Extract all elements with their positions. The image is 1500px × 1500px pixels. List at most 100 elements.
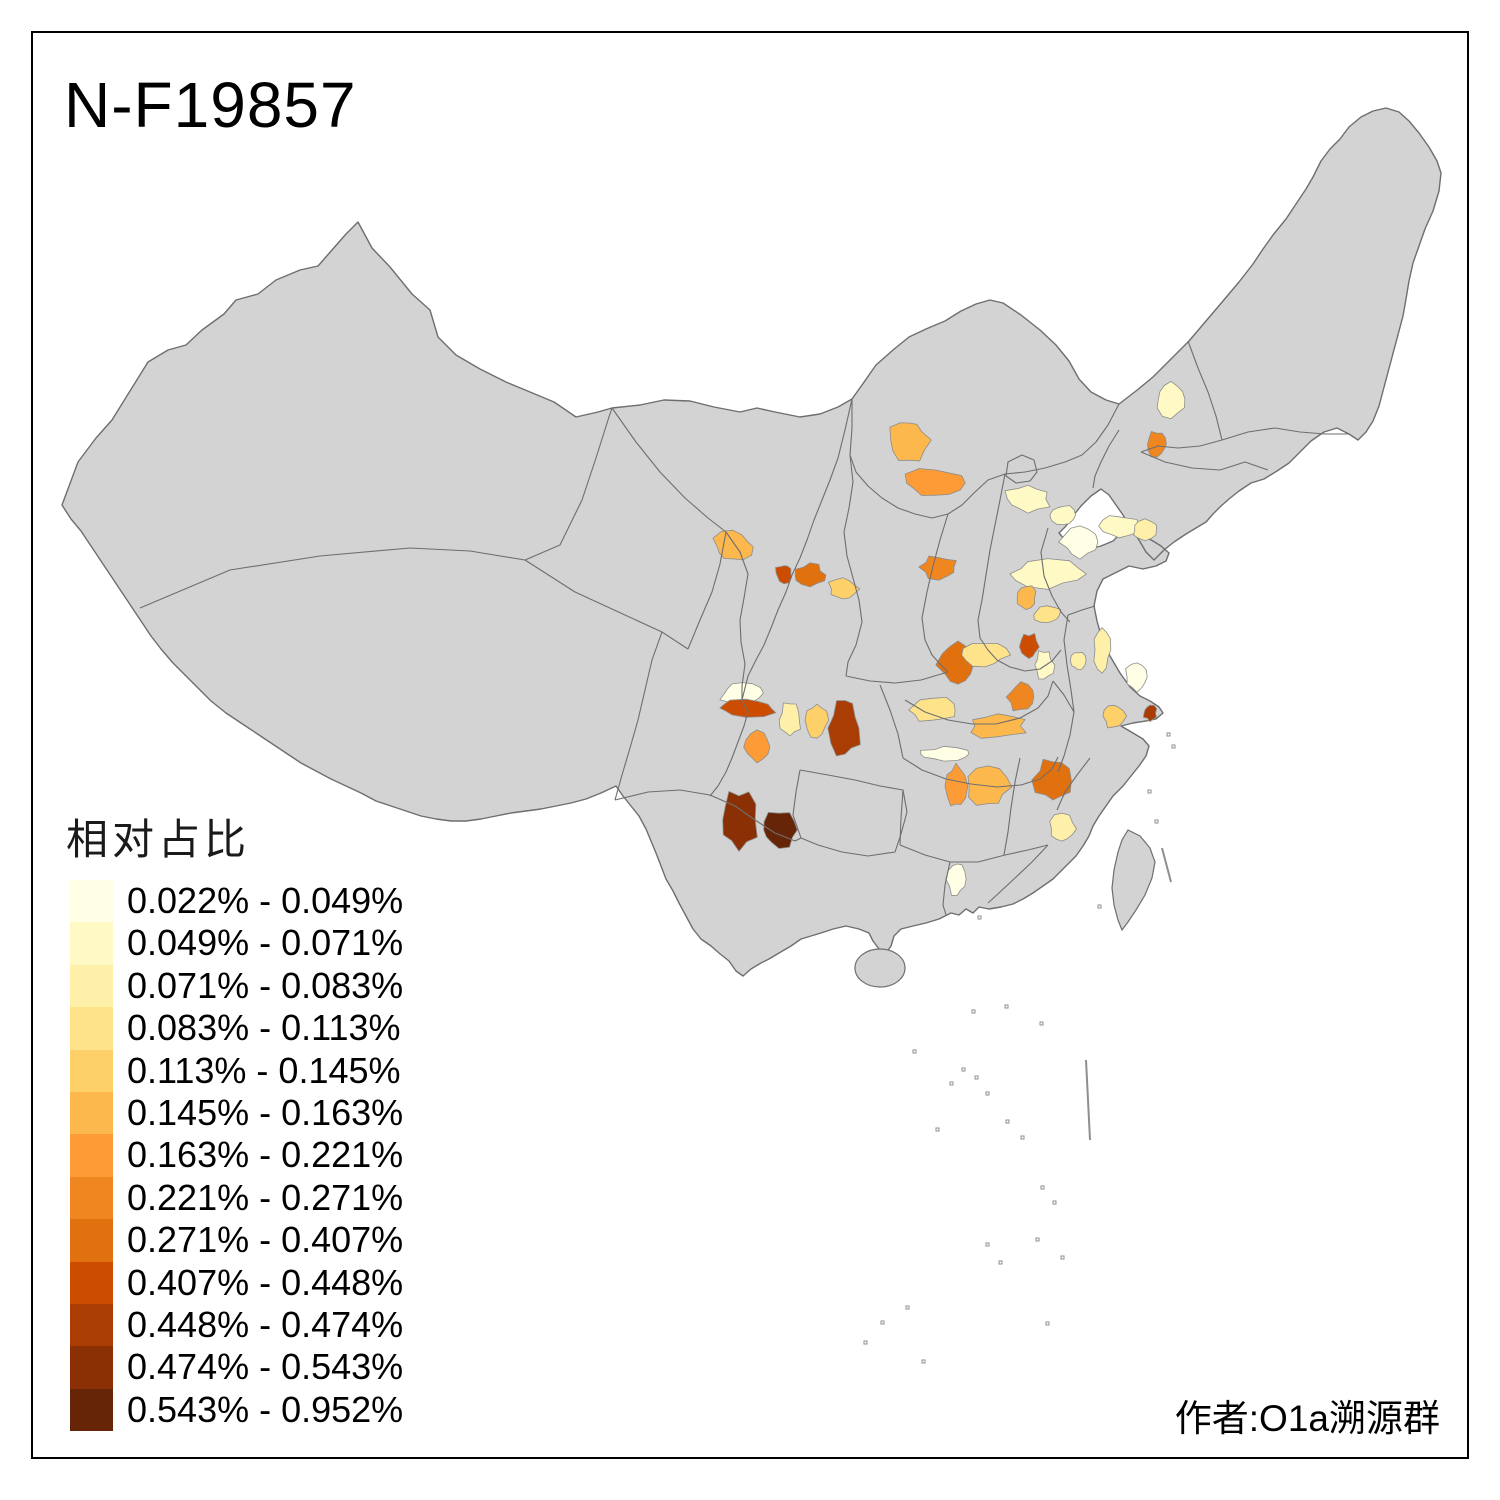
province-border <box>987 844 1049 904</box>
legend-label: 0.407% - 0.448% <box>127 1261 404 1303</box>
legend-swatch <box>70 1261 113 1305</box>
province-border <box>524 559 689 650</box>
sea-island-speck <box>1005 1119 1010 1124</box>
legend-item: 0.113% - 0.145% <box>70 1049 430 1093</box>
sea-island-speck <box>998 1260 1003 1265</box>
province-border <box>1057 711 1075 773</box>
map-region <box>804 703 830 739</box>
province-border <box>902 756 1059 788</box>
province-border <box>843 454 863 677</box>
sea-island-speck <box>977 915 982 920</box>
legend-label: 0.221% - 0.271% <box>127 1176 404 1218</box>
sea-island-speck <box>985 1242 990 1247</box>
province-border <box>996 649 1062 672</box>
sea-island-speck <box>1035 1237 1040 1242</box>
legend-item: 0.071% - 0.083% <box>70 964 430 1008</box>
map-region <box>918 555 957 581</box>
province-border <box>1067 605 1096 616</box>
map-region <box>778 702 801 737</box>
legend-label: 0.083% - 0.113% <box>127 1007 401 1049</box>
legend-label: 0.145% - 0.163% <box>127 1091 404 1133</box>
map-region <box>908 697 956 722</box>
sea-island-speck <box>1060 1255 1065 1260</box>
province-border <box>1140 439 1223 453</box>
hainan-island <box>854 948 906 988</box>
map-region <box>961 643 1011 668</box>
legend-item: 0.049% - 0.071% <box>70 922 430 965</box>
map-region <box>828 577 861 600</box>
legend-swatch <box>70 1007 113 1050</box>
legend-swatch <box>70 1049 113 1093</box>
sea-island-speck <box>1097 904 1102 909</box>
legend-label: 0.271% - 0.407% <box>127 1219 404 1261</box>
map-region <box>722 791 758 852</box>
map-region <box>1009 558 1087 590</box>
province-border <box>687 531 727 650</box>
map-region <box>794 562 827 588</box>
sea-island-speck <box>935 1127 940 1132</box>
map-region <box>1034 650 1056 680</box>
sea-island-speck <box>921 1359 926 1364</box>
legend-item: 0.474% - 0.543% <box>70 1346 430 1389</box>
legend-item: 0.407% - 0.448% <box>70 1261 430 1305</box>
map-region <box>763 812 798 849</box>
province-border <box>845 671 949 684</box>
legend-item: 0.543% - 0.952% <box>70 1388 430 1432</box>
province-border <box>725 531 749 700</box>
legend-item: 0.271% - 0.407% <box>70 1219 430 1262</box>
legend-swatch <box>70 1219 113 1262</box>
legend-swatch <box>70 1346 113 1389</box>
map-region <box>1102 704 1127 729</box>
legend-label: 0.543% - 0.952% <box>127 1388 404 1430</box>
legend-swatch <box>70 1134 113 1177</box>
province-border <box>792 769 908 857</box>
page-title: N-F19857 <box>64 69 357 141</box>
map-region <box>1004 484 1051 514</box>
sea-island-speck <box>1039 1021 1044 1026</box>
legend-item: 0.221% - 0.271% <box>70 1176 430 1220</box>
legend-label: 0.022% - 0.049% <box>127 880 404 921</box>
province-border <box>899 844 1049 863</box>
sea-island-speck <box>1147 789 1152 794</box>
map-region <box>1033 605 1062 623</box>
sea-island-speck <box>880 1320 885 1325</box>
province-border <box>977 473 1006 661</box>
map-region <box>1019 633 1040 659</box>
legend-swatch <box>70 1303 113 1347</box>
map-region <box>1016 585 1037 610</box>
province-border <box>1040 527 1071 623</box>
legend-item: 0.022% - 0.049% <box>70 880 430 923</box>
map-region <box>889 422 932 462</box>
sea-island-speck <box>1040 1185 1045 1190</box>
province-border <box>1052 680 1075 713</box>
legend-label: 0.071% - 0.083% <box>127 964 404 1006</box>
sea-island-speck <box>1052 1200 1057 1205</box>
mainland-outline <box>61 107 1442 977</box>
map-region <box>1058 525 1099 560</box>
map-region <box>1049 505 1076 525</box>
legend: 相对占比 0.022% - 0.049% 0.049% - 0.071% 0.071… <box>66 806 403 1432</box>
province-border <box>849 399 1120 519</box>
sea-island-speck <box>1166 732 1171 737</box>
province-border <box>942 861 951 916</box>
sea-island-speck <box>1154 819 1159 824</box>
map-region <box>1133 518 1157 542</box>
legend-swatch <box>70 1176 113 1220</box>
attribution-text: 作者:O1a溯源群 <box>1174 1398 1440 1439</box>
map-region <box>1093 627 1112 674</box>
province-border <box>1092 429 1120 489</box>
map-region <box>1098 515 1141 539</box>
province-border <box>899 789 904 846</box>
legend-swatch <box>70 922 113 965</box>
map-region <box>1070 651 1087 671</box>
sea-island-speck <box>1020 1135 1025 1140</box>
province-border <box>741 398 853 701</box>
sea-island-speck <box>1045 1321 1050 1326</box>
legend-item: 0.083% - 0.113% <box>70 1007 430 1050</box>
legend-swatch <box>70 1388 113 1432</box>
sea-island-speck <box>905 1305 910 1310</box>
legend-label: 0.448% - 0.474% <box>127 1303 404 1345</box>
map-region <box>719 698 777 718</box>
province-border <box>1187 340 1223 441</box>
province-border <box>904 680 1054 725</box>
